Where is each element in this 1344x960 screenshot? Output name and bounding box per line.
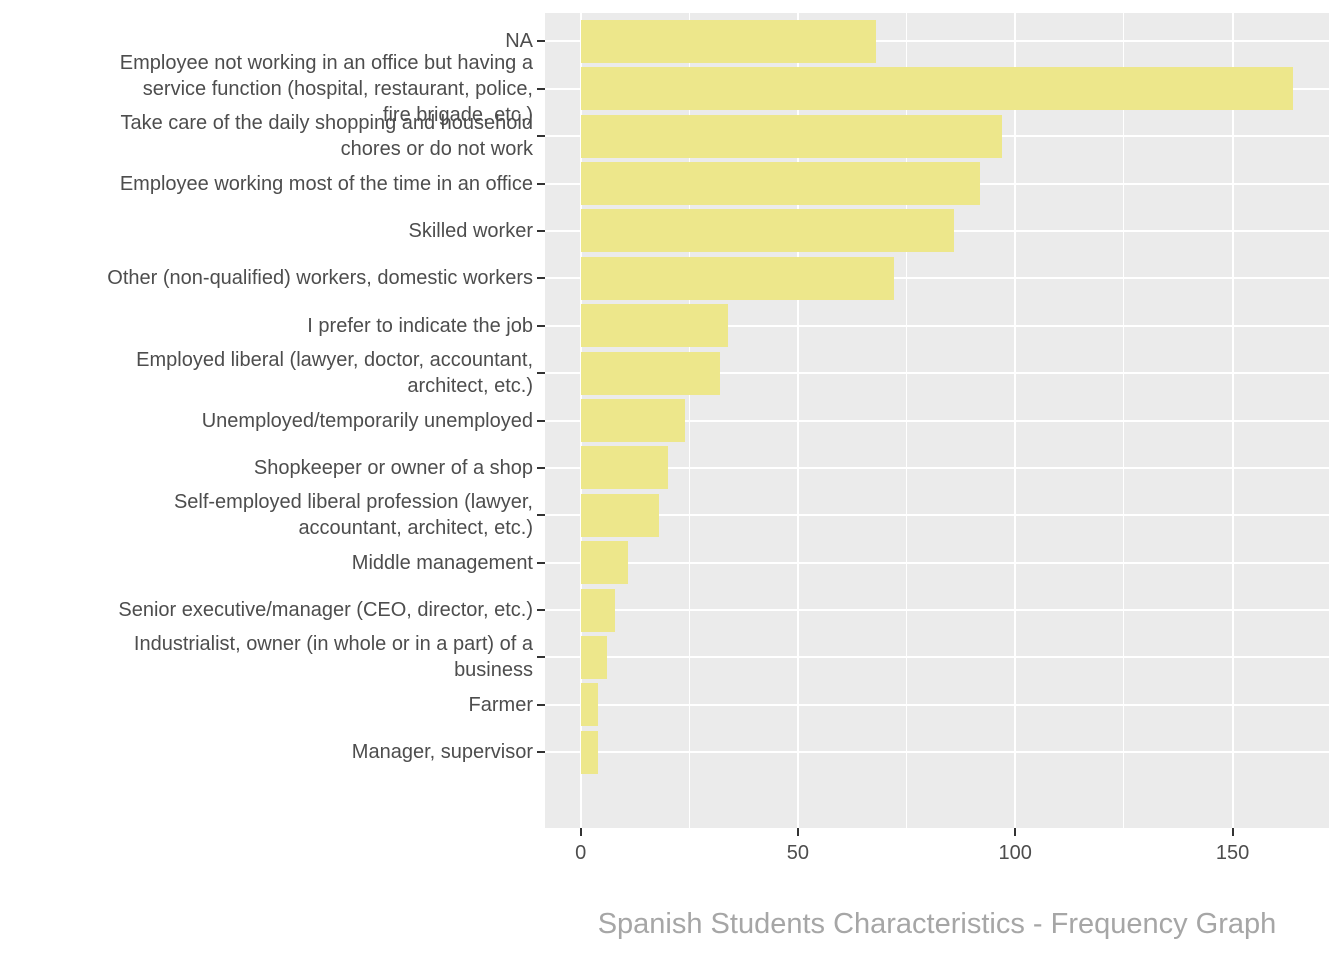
y-axis-tick xyxy=(537,40,545,43)
category-label-line: Unemployed/temporarily unemployed xyxy=(201,409,533,432)
bar xyxy=(580,683,598,727)
category-label-line: Farmer xyxy=(468,693,533,716)
major-gridline-y xyxy=(545,561,1329,564)
bar xyxy=(580,256,894,300)
y-axis-tick xyxy=(537,751,545,754)
y-axis-tick xyxy=(537,609,545,612)
category-label-line: Manager, supervisor xyxy=(351,741,533,764)
y-axis-tick xyxy=(537,514,545,517)
major-gridline-y xyxy=(545,324,1329,327)
y-axis-tick xyxy=(537,87,545,90)
bar xyxy=(580,730,598,774)
category-label: Employee not working in an office but ha… xyxy=(0,50,533,128)
bar xyxy=(580,541,629,585)
category-label-line: Take care of the daily shopping and hous… xyxy=(120,112,533,135)
y-axis-tick xyxy=(537,561,545,564)
major-gridline-x xyxy=(1014,13,1017,828)
category-label: Self-employed liberal profession (lawyer… xyxy=(0,489,533,541)
minor-gridline-x xyxy=(906,13,908,828)
major-gridline-y xyxy=(545,751,1329,754)
major-gridline-x xyxy=(796,13,799,828)
category-label: Employee working most of the time in an … xyxy=(0,171,533,197)
category-label-line: Self-employed liberal profession (lawyer… xyxy=(173,491,533,514)
plot-panel xyxy=(545,13,1329,828)
category-label-line: Employee not working in an office but ha… xyxy=(119,51,533,74)
category-label-line: Shopkeeper or owner of a shop xyxy=(253,456,533,479)
category-label: I prefer to indicate the job xyxy=(0,313,533,339)
bar xyxy=(580,399,685,442)
major-gridline-y xyxy=(545,609,1329,612)
category-label-line: Employee working most of the time in an … xyxy=(119,172,533,195)
y-axis-tick xyxy=(537,466,545,469)
category-label: Other (non-qualified) workers, domestic … xyxy=(0,265,533,291)
x-tick-label: 100 xyxy=(998,842,1032,864)
bar xyxy=(580,493,659,537)
bar xyxy=(580,304,729,348)
major-gridline-y xyxy=(545,40,1329,43)
category-label-line: Senior executive/manager (CEO, director,… xyxy=(118,599,533,622)
category-label-line: Other (non-qualified) workers, domestic … xyxy=(107,267,533,290)
category-label: Employed liberal (lawyer, doctor, accoun… xyxy=(0,347,533,399)
minor-gridline-x xyxy=(688,13,690,828)
category-label: Take care of the daily shopping and hous… xyxy=(0,110,533,162)
major-gridline-y xyxy=(545,419,1329,422)
category-label: Skilled worker xyxy=(0,218,533,244)
bar xyxy=(580,114,1003,158)
y-axis-tick xyxy=(537,182,545,185)
y-axis-tick xyxy=(537,135,545,138)
category-label-line: Employed liberal (lawyer, doctor, accoun… xyxy=(136,349,533,372)
category-label: Shopkeeper or owner of a shop xyxy=(0,455,533,481)
x-axis-tick xyxy=(579,828,582,836)
y-axis-tick xyxy=(537,419,545,422)
category-label: Senior executive/manager (CEO, director,… xyxy=(0,597,533,623)
category-label: Middle management xyxy=(0,550,533,576)
category-label-line: accountant, architect, etc.) xyxy=(298,517,533,540)
x-tick-label: 150 xyxy=(1215,842,1250,864)
major-gridline-y xyxy=(545,656,1329,659)
bar xyxy=(580,351,720,395)
category-label-line: Middle management xyxy=(351,551,533,574)
bar xyxy=(580,446,668,490)
bar xyxy=(580,209,955,253)
x-tick-label: 0 xyxy=(575,842,587,864)
bar xyxy=(580,19,877,63)
category-label: Unemployed/temporarily unemployed xyxy=(0,408,533,434)
y-axis-tick xyxy=(537,656,545,659)
category-label-line: architect, etc.) xyxy=(407,375,533,398)
category-label: Industrialist, owner (in whole or in a p… xyxy=(0,631,533,683)
major-gridline-y xyxy=(545,514,1329,517)
major-gridline-x xyxy=(1231,13,1234,828)
category-label: Manager, supervisor xyxy=(0,739,533,765)
x-axis-tick xyxy=(1014,828,1017,836)
category-label-line: fire brigade, etc.) xyxy=(382,103,533,126)
y-axis-tick xyxy=(537,372,545,375)
category-label: Farmer xyxy=(0,692,533,718)
x-tick-label: 50 xyxy=(786,842,810,864)
bar xyxy=(580,67,1294,111)
category-label-line: I prefer to indicate the job xyxy=(307,314,533,337)
major-gridline-y xyxy=(545,466,1329,469)
y-axis-tick xyxy=(537,277,545,280)
category-label-line: business xyxy=(454,659,533,682)
bar xyxy=(580,588,616,632)
x-axis-tick xyxy=(796,828,799,836)
major-gridline-y xyxy=(545,277,1329,280)
category-label-line: Skilled worker xyxy=(408,219,533,242)
bar xyxy=(580,162,981,206)
bar xyxy=(580,635,607,679)
category-label-line: NA xyxy=(505,30,533,53)
minor-gridline-x xyxy=(1123,13,1125,828)
major-gridline-y xyxy=(545,372,1329,375)
category-label-line: Industrialist, owner (in whole or in a p… xyxy=(133,633,533,656)
y-axis-tick xyxy=(537,703,545,706)
major-gridline-y xyxy=(545,703,1329,706)
chart-title: Spanish Students Characteristics - Frequ… xyxy=(597,908,1277,940)
x-axis-tick xyxy=(1231,828,1234,836)
category-label-line: service function (hospital, restaurant, … xyxy=(142,77,533,100)
category-label-line: chores or do not work xyxy=(340,138,533,161)
y-axis-tick xyxy=(537,229,545,232)
category-label: NA xyxy=(0,28,533,54)
y-axis-tick xyxy=(537,324,545,327)
